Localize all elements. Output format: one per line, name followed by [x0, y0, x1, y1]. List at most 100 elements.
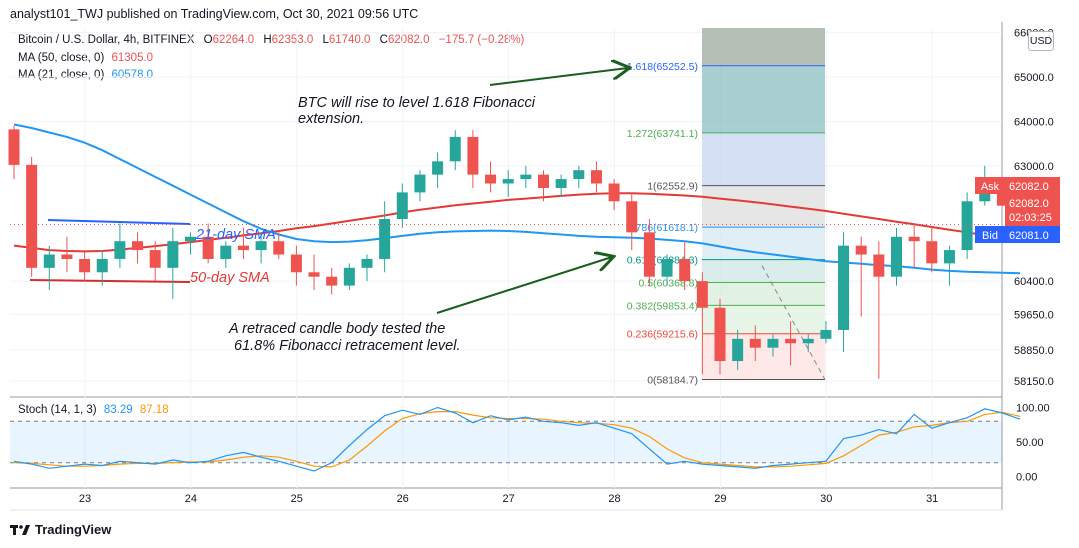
ma50-label: MA (50, close, 0): [18, 52, 105, 64]
tradingview-brand: TradingView: [35, 522, 112, 537]
stoch-band: [10, 421, 1002, 463]
candle-down: [132, 241, 144, 251]
candle-down: [79, 258, 91, 273]
candle-up: [379, 219, 391, 259]
candle-up: [838, 245, 850, 330]
arrow-to-extension: [489, 68, 628, 86]
candle-up: [802, 338, 814, 344]
candle-up: [891, 236, 902, 277]
last-price: 62082.0: [1009, 198, 1049, 210]
candle-down: [26, 164, 38, 268]
candle-down: [8, 129, 20, 165]
symbol-legend: Bitcoin / U.S. Dollar, 4h, BITFINEX O622…: [18, 34, 524, 46]
candle-down: [696, 281, 708, 308]
fib-band: [702, 132, 825, 186]
candle-up: [255, 241, 267, 251]
open-value: 62264.0: [212, 34, 255, 46]
candle-up: [961, 201, 973, 251]
fib-band: [702, 65, 825, 133]
stoch-k-line: [13, 406, 1021, 472]
candle-up: [767, 338, 779, 348]
candle-up: [343, 267, 355, 286]
price-axis-label: 65000.0: [1014, 72, 1054, 84]
candle-up: [502, 179, 514, 184]
candle-up: [520, 174, 532, 180]
time-axis-label: 29: [714, 493, 726, 505]
bid-label: Bid: [982, 230, 998, 242]
candle-up: [43, 254, 55, 268]
stoch-k-value: 83.29: [103, 404, 133, 416]
price-axis-label: 64000.0: [1014, 116, 1054, 128]
fib-band: [702, 227, 825, 260]
close-label: C: [379, 34, 388, 46]
price-axis-label: 59650.0: [1014, 309, 1054, 321]
fib-level-label: 1(62552.9): [647, 181, 698, 193]
ma21-legend[interactable]: MA (21, close, 0) 60578.0: [18, 69, 153, 81]
price-axis-label: 58850.0: [1014, 345, 1054, 357]
annotation-top-line2: extension.: [298, 111, 364, 127]
candle-down: [61, 254, 73, 259]
annotation-top-line1: BTC will rise to level 1.618 Fibonacci: [298, 95, 536, 111]
time-axis-label: 23: [79, 493, 91, 505]
bid-price: 62081.0: [1009, 230, 1049, 242]
time-axis-label: 27: [502, 493, 514, 505]
ma21-line: [13, 123, 1021, 275]
candle-up: [732, 338, 744, 362]
tradingview-logo-icon: [10, 524, 30, 535]
candle-down: [237, 245, 249, 251]
candle-up: [114, 241, 126, 259]
candle-down: [749, 338, 761, 348]
candle-down: [538, 174, 549, 188]
bid-tag-bg: [975, 226, 1005, 243]
fib-band-top: [702, 28, 825, 66]
sma21-label: 21-day SMA: [195, 227, 276, 243]
fib-level-label: 0.786(61618.1): [627, 222, 698, 234]
candle-down: [326, 276, 338, 286]
candle-down: [855, 245, 867, 255]
open-label: O: [203, 34, 213, 46]
time-axis-label: 24: [185, 493, 197, 505]
price-axis-label: 58150.0: [1014, 376, 1054, 388]
high-value: 62353.0: [271, 34, 314, 46]
symbol-title[interactable]: Bitcoin / U.S. Dollar, 4h, BITFINEX: [18, 34, 195, 46]
fib-band: [702, 259, 825, 283]
candle-down: [873, 254, 885, 277]
publisher-line: analyst101_TWJ published on TradingView.…: [10, 7, 419, 21]
ask-label: Ask: [981, 181, 1000, 193]
fib-level-label: 0(58184.7): [647, 374, 698, 386]
currency-badge[interactable]: USD: [1028, 31, 1054, 51]
fib-level-label: 1.618(65252.5): [627, 61, 698, 73]
stoch-axis-label: 0.00: [1016, 472, 1037, 484]
candle-down: [643, 232, 655, 277]
resistance-line: [47, 219, 191, 225]
time-axis-label: 26: [397, 493, 409, 505]
time-axis-label: 25: [291, 493, 303, 505]
candle-down: [608, 183, 620, 202]
bid-price-bg: [1005, 226, 1060, 243]
candle-up: [943, 250, 955, 264]
ma50-legend[interactable]: MA (50, close, 0) 61305.0: [18, 52, 153, 64]
candle-up: [220, 245, 232, 259]
ask-price: 62082.0: [1009, 181, 1049, 193]
candle-up: [414, 174, 426, 193]
stoch-axis-label: 100.00: [1016, 402, 1050, 414]
candle-down: [202, 236, 214, 259]
candle-down: [714, 307, 726, 362]
candle-down: [785, 338, 797, 344]
ma21-label: MA (21, close, 0): [18, 69, 105, 81]
candle-down: [679, 258, 691, 282]
low-value: 61740.0: [328, 34, 371, 46]
time-axis-label: 31: [926, 493, 938, 505]
candle-up: [432, 161, 444, 175]
fib-trend-line: [761, 265, 826, 380]
tradingview-footer[interactable]: TradingView: [10, 522, 111, 537]
candle-up: [555, 179, 567, 188]
candle-up: [96, 258, 108, 273]
stoch-legend[interactable]: Stoch (14, 1, 3) 83.29 87.18: [18, 404, 169, 416]
ask-tag-bg: [975, 177, 1005, 194]
candle-up: [661, 258, 673, 277]
price-axis-label: 63000.0: [1014, 161, 1054, 173]
stoch-d-value: 87.18: [139, 404, 169, 416]
time-axis-label: 28: [608, 493, 620, 505]
